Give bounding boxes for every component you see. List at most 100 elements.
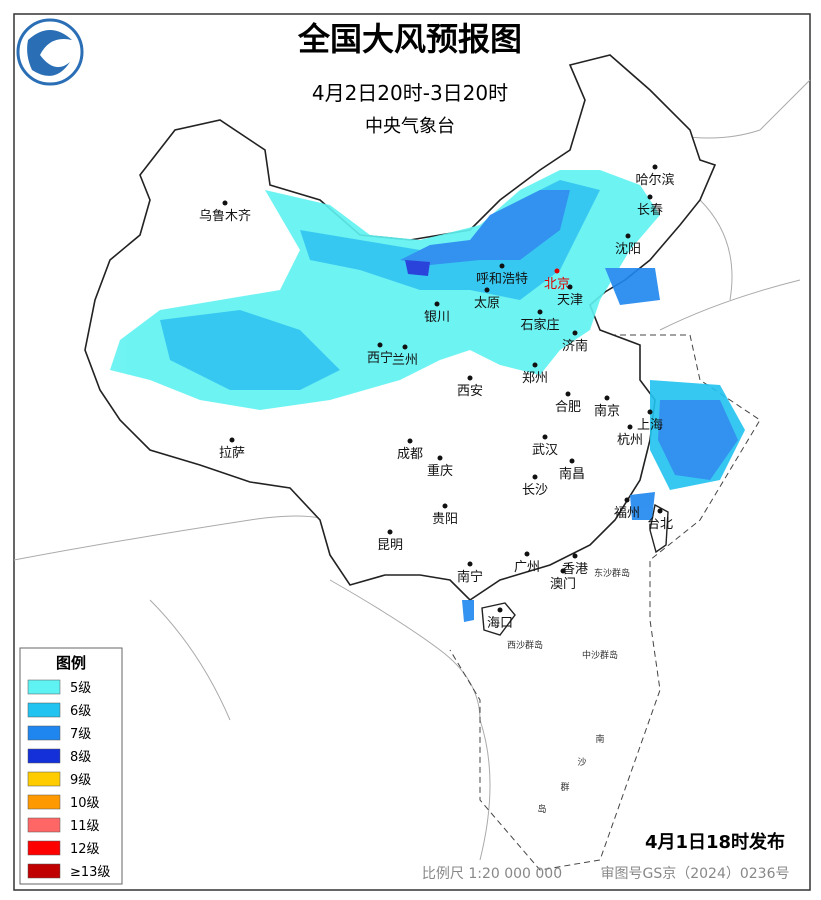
city-dot (625, 233, 631, 239)
city-dot (657, 508, 663, 514)
city-dot (554, 268, 560, 274)
city-dot (542, 434, 548, 440)
city-dot (499, 263, 505, 269)
legend-label: 6级 (70, 704, 91, 719)
legend-swatch (27, 771, 61, 787)
city-dot (565, 391, 571, 397)
legend-title: 图例 (56, 654, 86, 672)
period: 4月2日20时-3日20时 (312, 81, 508, 105)
city-dot (434, 301, 440, 307)
island-label: 岛 (537, 803, 546, 815)
city-dot (569, 458, 575, 464)
hainan (481, 602, 516, 636)
city-label: 沈阳 (615, 242, 641, 257)
city-dot (532, 362, 538, 368)
city-dot (567, 284, 573, 290)
legend-label: 9级 (70, 773, 91, 788)
city-label: 银川 (424, 310, 450, 325)
legend-label: 5级 (70, 681, 91, 696)
city-dot (524, 551, 530, 557)
legend-swatch (27, 794, 61, 810)
city-dot (442, 503, 448, 509)
city-dot (484, 287, 490, 293)
island-label: 沙 (577, 757, 586, 768)
city-label: 成都 (397, 447, 423, 462)
city-label: 长春 (637, 203, 663, 218)
legend-label: 10级 (70, 796, 100, 811)
city-dot (532, 474, 538, 480)
city-label: 太原 (474, 296, 500, 311)
city-label: 石家庄 (520, 317, 559, 333)
city-dot (627, 424, 633, 430)
title: 全国大风预报图 (297, 20, 522, 58)
city-label: 呼和浩特 (476, 272, 528, 287)
city-dot (437, 455, 443, 461)
city-dot (407, 438, 413, 444)
city-label: 乌鲁木齐 (199, 208, 251, 224)
city-label: 北京 (544, 277, 570, 292)
legend-items: 5级 6级 7级 8级 9级 10级 11级 12级 ≥13级 (27, 679, 110, 880)
city-label: 拉萨 (219, 446, 245, 461)
city-dot (497, 607, 503, 613)
island-label: 群 (560, 781, 569, 793)
city-label: 香港 (562, 562, 588, 577)
city-label: 澳门 (550, 576, 576, 592)
wind-areas (110, 170, 745, 622)
island-label: 西沙群岛 (507, 639, 543, 651)
city-label: 广州 (514, 560, 540, 575)
city-dot (652, 164, 658, 170)
approval: 审图号GS京（2024）0236号 (601, 866, 790, 882)
city-dot (572, 330, 578, 336)
city-dot (647, 409, 653, 415)
city-label: 贵阳 (432, 512, 458, 527)
city-dot (377, 342, 383, 348)
city-label: 郑州 (522, 371, 548, 386)
issuer: 中央气象台 (365, 116, 455, 137)
legend-swatch (27, 817, 61, 833)
legend-label: 8级 (70, 750, 91, 765)
legend-label: 12级 (70, 842, 100, 857)
city-label: 南昌 (559, 466, 585, 482)
city-label: 昆明 (377, 538, 403, 553)
city-label: 武汉 (532, 443, 558, 458)
city-label: 福州 (614, 506, 640, 521)
city-dot (572, 553, 578, 559)
city-label: 兰州 (392, 353, 418, 368)
city-label: 西安 (457, 384, 483, 399)
legend-swatch (27, 748, 61, 764)
city-dot (560, 568, 566, 574)
city-dot (647, 194, 653, 200)
legend-swatch (27, 702, 61, 718)
city-label: 西宁 (367, 350, 393, 366)
legend-swatch (27, 840, 61, 856)
city-label: 合肥 (555, 400, 581, 415)
taiwan (649, 503, 669, 554)
city-dot (604, 395, 610, 401)
city-dot (387, 529, 393, 535)
city-dot (402, 344, 408, 350)
city-dot (467, 561, 473, 567)
release-time: 4月1日18时发布 (645, 831, 785, 853)
legend-swatch (27, 725, 61, 741)
city-label: 济南 (562, 338, 588, 354)
city-dot (229, 437, 235, 443)
city-dot (467, 375, 473, 381)
scale: 比例尺 1:20 000 000 (422, 866, 562, 882)
island-label: 东沙群岛 (594, 567, 630, 579)
island-label: 中沙群岛 (582, 649, 618, 661)
city-label: 台北 (647, 517, 673, 532)
city-label: 重庆 (427, 463, 453, 479)
city-label: 天津 (557, 293, 583, 308)
city-dot (537, 309, 543, 315)
island-label: 南 (595, 733, 604, 745)
sea-boundary (449, 334, 761, 871)
legend-label: 11级 (70, 819, 100, 834)
legend-swatch (27, 679, 61, 695)
city-label: 杭州 (617, 433, 643, 448)
city-label: 上海 (637, 418, 663, 433)
city-label: 海口 (487, 616, 513, 631)
legend-label: 7级 (70, 727, 91, 742)
